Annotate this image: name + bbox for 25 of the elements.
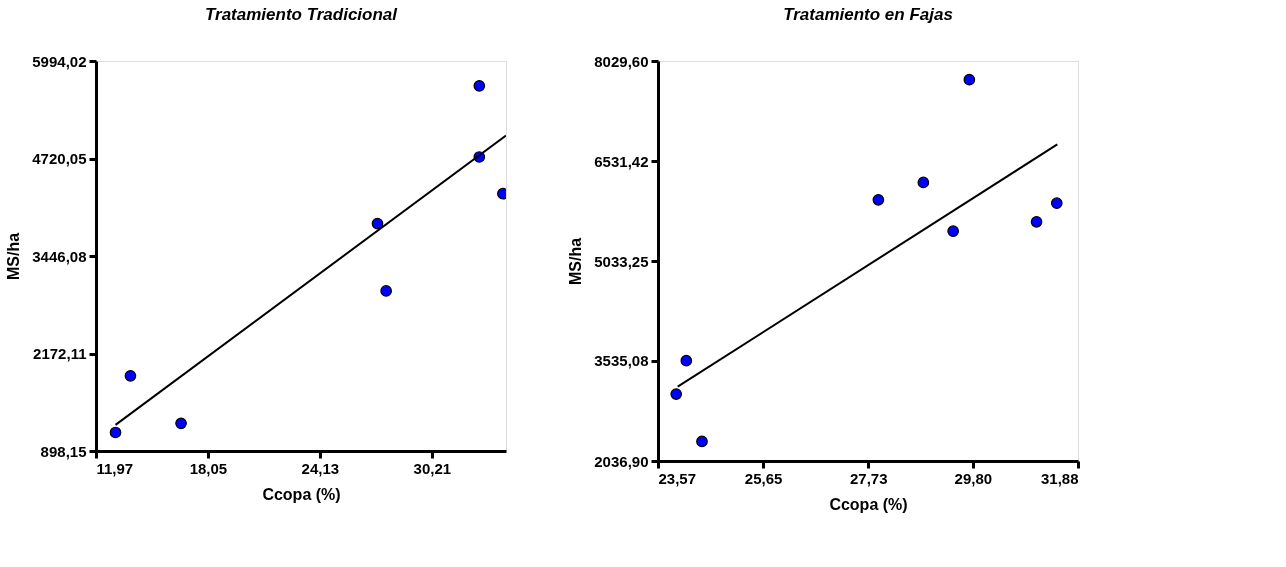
x-tick-label: 31,88 (1040, 469, 1079, 487)
x-tick-label: 30,21 (413, 459, 452, 477)
y-tick-label: 3535,08 (594, 352, 649, 370)
chart-title: Tratamiento Tradicional (204, 5, 399, 24)
y-tick-label: 2172,11 (33, 345, 87, 362)
y-tick-label: 898,15 (40, 442, 87, 460)
y-tick-label: 4720,05 (32, 150, 87, 167)
y-tick-label: 5994,02 (32, 52, 87, 70)
y-tick-label: 5033,25 (594, 252, 649, 270)
y-axis-title: MS/ha (567, 237, 585, 286)
y-tick-label: 2036,90 (594, 452, 649, 470)
y-tick-label: 3446,08 (32, 247, 87, 265)
x-tick-label: 24,13 (301, 459, 340, 477)
y-tick-label: 8029,60 (594, 52, 649, 70)
x-tick-label: 11,97 (96, 459, 134, 477)
y-tick-label: 6531,42 (594, 152, 649, 170)
x-tick-label: 25,65 (744, 469, 783, 487)
chart-title: Tratamiento en Fajas (783, 5, 953, 24)
x-tick-label: 18,05 (189, 459, 228, 477)
x-tick-label: 29,80 (954, 469, 993, 487)
x-tick-label: 27,73 (849, 469, 888, 487)
y-axis-title: MS/ha (5, 232, 23, 281)
x-tick-label: 23,57 (658, 469, 697, 487)
x-axis-title: Ccopa (%) (262, 485, 341, 503)
x-axis-title: Ccopa (%) (829, 495, 908, 513)
